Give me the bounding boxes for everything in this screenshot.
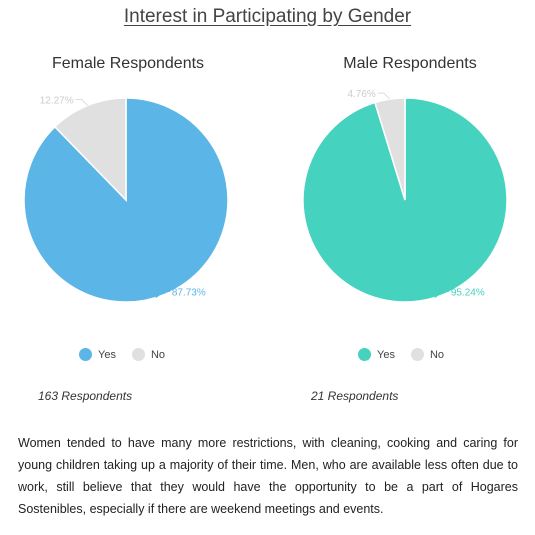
male-leader-line-no [377,92,391,100]
summary-paragraph: Women tended to have many more restricti… [18,436,518,516]
male-respondent-count: 21 Respondents [311,389,399,403]
legend-item-no[interactable]: No [131,348,166,361]
legend-item-yes[interactable]: Yes [79,348,116,361]
female-leader-line-yes [155,291,170,298]
pie-charts: 87.73% 12.27% 95.24% 4.76% [23,89,508,303]
legend-label-yes: Yes [377,348,395,361]
legend-swatch-yes [79,348,92,361]
legend-item-no[interactable]: No [410,348,445,361]
male-legend: Yes No [358,348,460,361]
male-data-label-no: 4.76% [347,89,375,100]
male-data-label-yes: 95.24% [451,288,485,299]
legend-swatch-no [410,348,424,361]
legend-label-yes: Yes [98,348,116,361]
female-respondent-count: 163 Respondents [38,389,133,403]
female-data-label-yes: 87.73% [172,288,206,299]
male-leader-line-yes [434,291,449,298]
female-leader-line-no [75,98,89,106]
legend-swatch-yes [358,348,371,361]
page-title: Interest in Participating by Gender [123,6,412,27]
legend-label-no: No [150,348,166,361]
legend-swatch-no [131,348,145,361]
female-chart-title: Female Respondents [51,55,205,72]
legend-item-yes[interactable]: Yes [358,348,395,361]
legend-label-no: No [429,348,445,361]
male-slice-no[interactable] [374,97,406,201]
female-data-label-no: 12.27% [40,95,74,106]
male-chart-title: Male Respondents [343,55,477,72]
female-legend: Yes No [79,348,181,361]
